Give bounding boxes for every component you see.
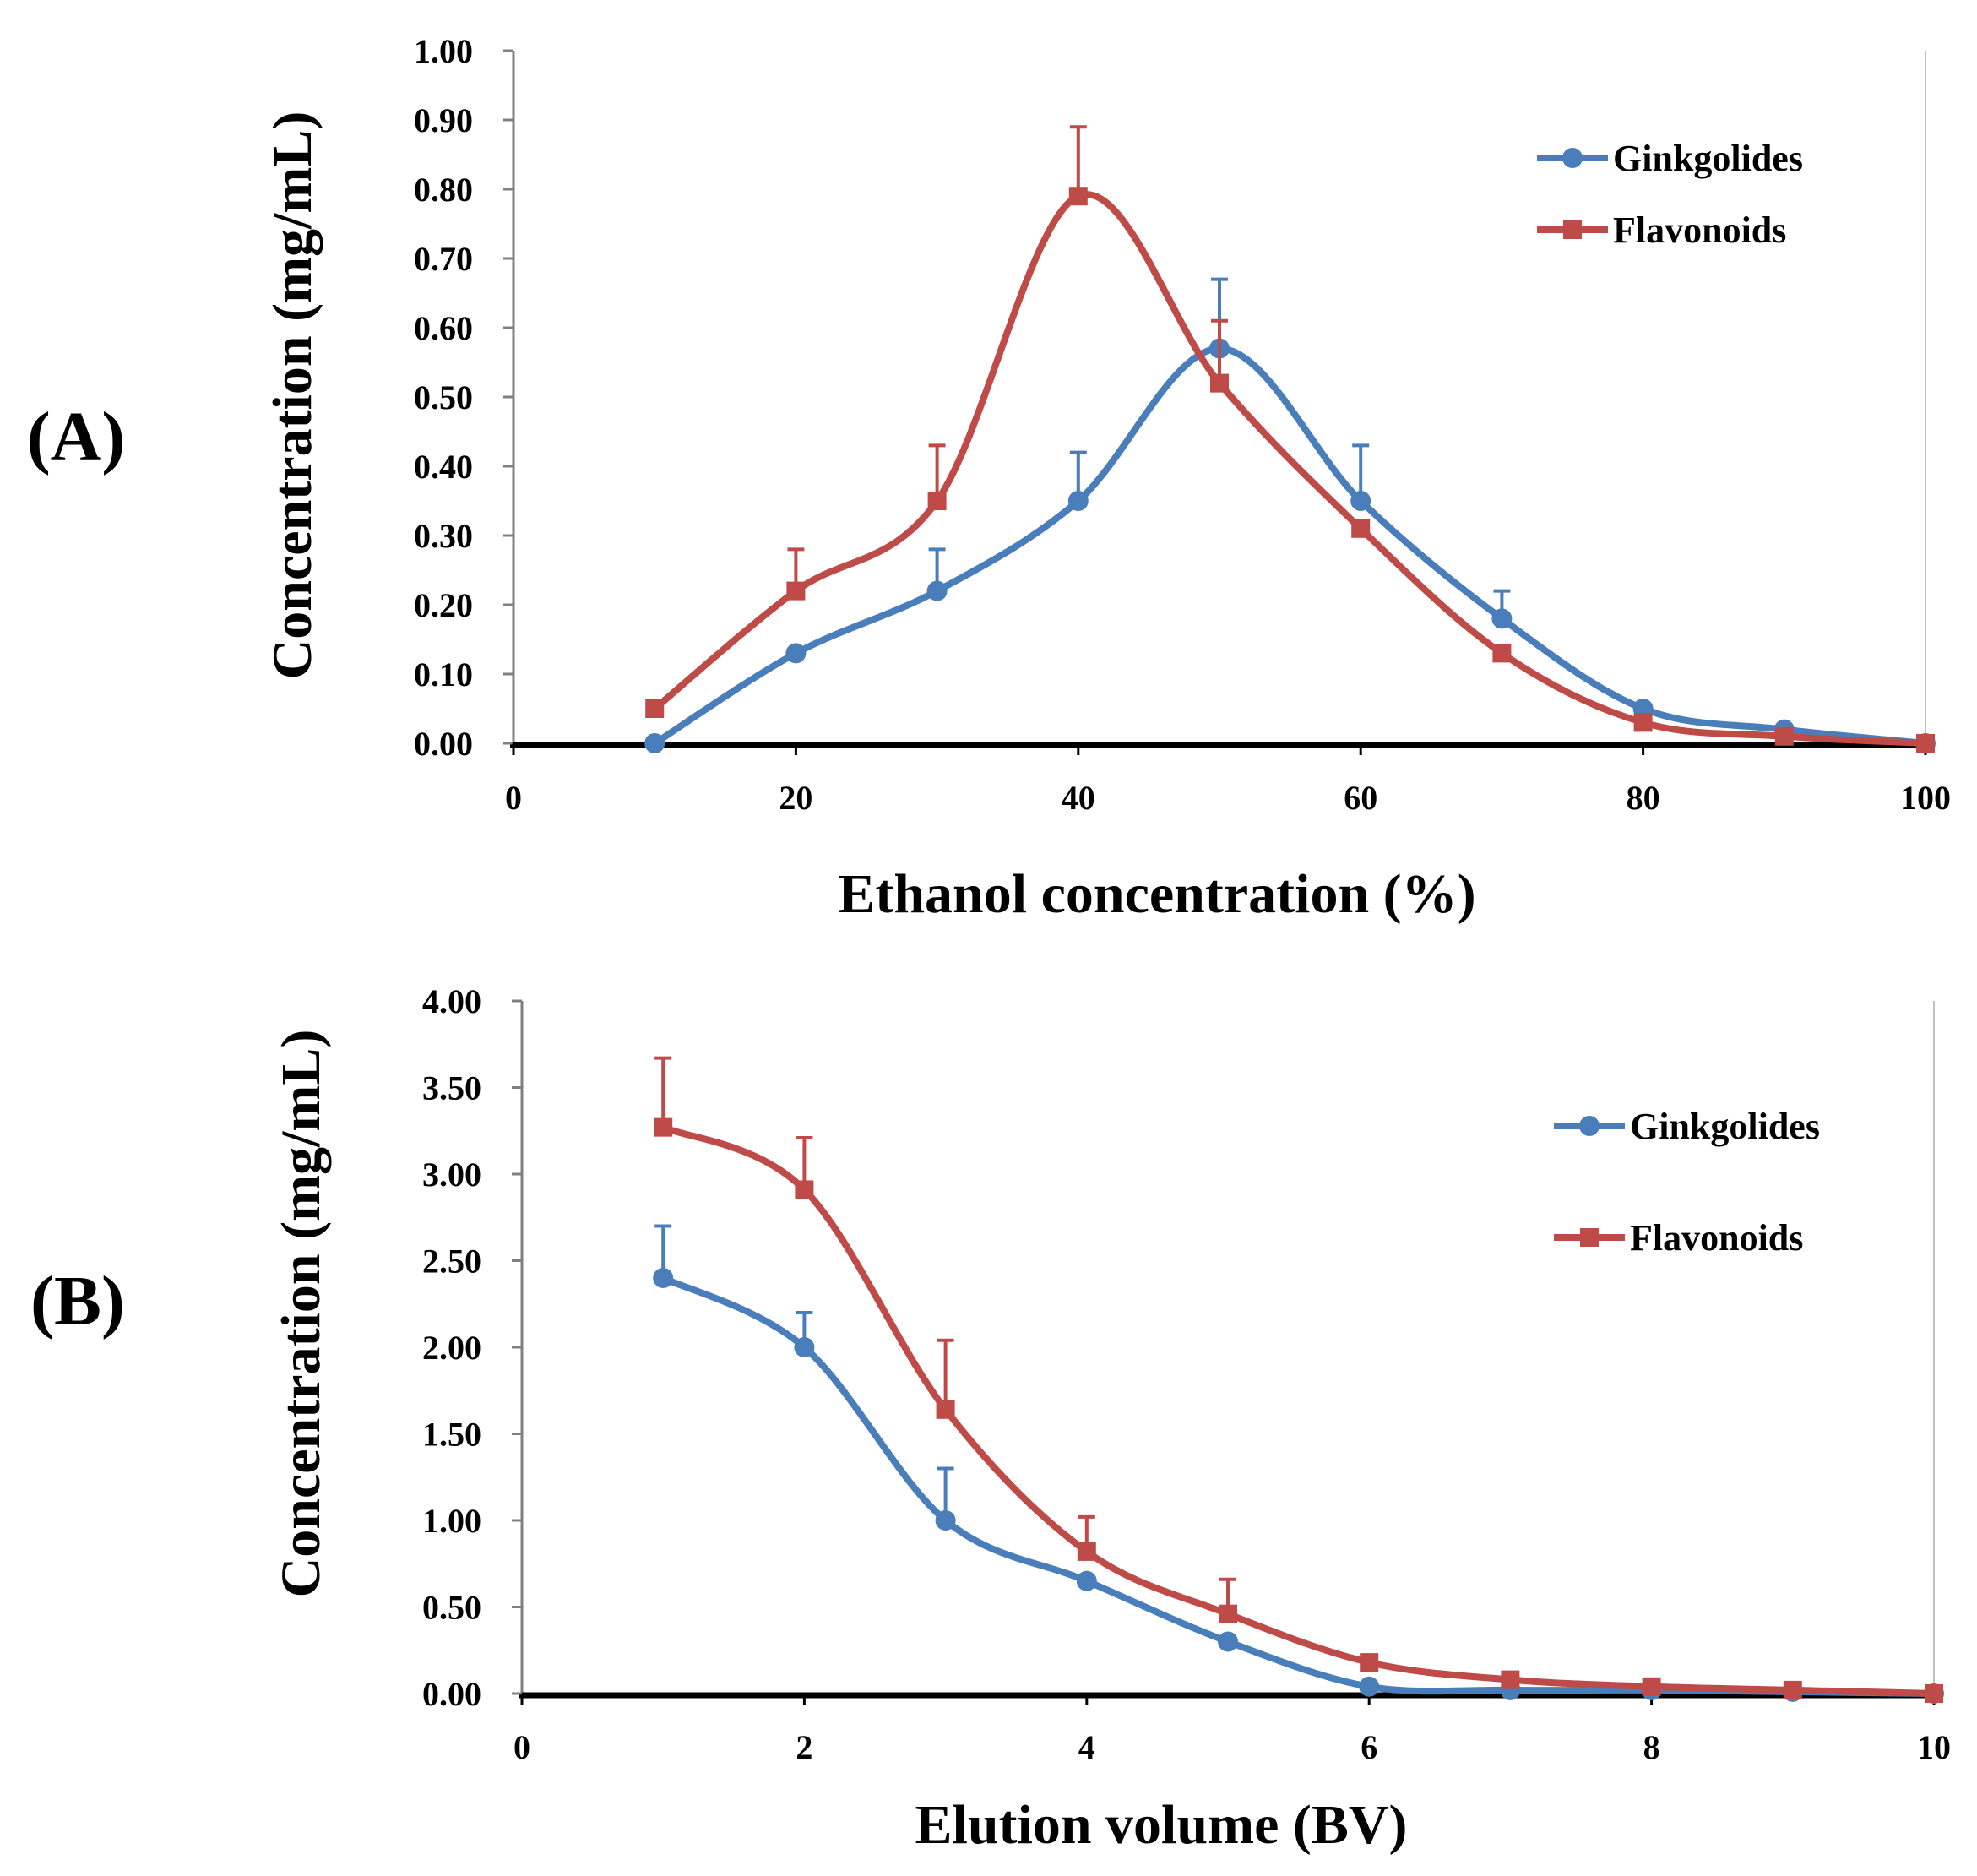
panel-label-a: (A) [27,398,126,476]
ginkgolides-point [1491,608,1513,629]
y-tick-label: 3.50 [422,1069,481,1107]
ginkgolides-point [1076,1570,1097,1591]
x-tick-label: 40 [1062,779,1095,817]
ginkgolides-point [653,1268,674,1288]
flavonoids-point [1210,373,1229,393]
plot-area-a: 0.00 0.10 0.20 0.30 0.40 0.50 0.60 0.70 0.80 0.90… [414,32,1951,817]
ginkgolides-line [651,345,1929,747]
y-tick-label: 0.30 [414,517,473,555]
y-tick-label: 3.00 [422,1156,481,1194]
chart-panel-a: (A) Concentration (mg/mL) Ethanol concen… [27,32,1951,925]
y-tick-label: 1.50 [422,1416,481,1454]
ginkgolides-point [926,580,948,601]
flavonoids-point [1642,1677,1661,1696]
flavonoids-point [1633,713,1653,732]
flavonoids-point [1077,1542,1096,1561]
chart-panel-b: (B) Concentration (mg/mL) Elution volume… [30,982,1951,1856]
y-tick-label: 2.50 [422,1243,481,1281]
flavonoids-point [1351,519,1371,538]
ginkgolides-point [935,1510,956,1531]
x-tick-label: 8 [1643,1728,1660,1766]
y-tick-label: 0.00 [422,1675,481,1713]
y-tick-label: 1.00 [422,1502,481,1540]
ginkgolides-point [1067,491,1089,511]
y-tick-label: 0.50 [414,378,473,416]
flavonoids-line [651,191,1929,747]
legend-label-ginkgolides: Ginkgolides [1630,1106,1820,1147]
flavonoids-point [1916,734,1935,753]
x-tick-label: 4 [1078,1728,1095,1766]
x-tick-label: 0 [513,1728,530,1766]
flavonoids-point [1360,1653,1379,1672]
flavonoids-line [660,1123,1937,1697]
legend-marker-ginkgolides [1562,148,1583,168]
legend-marker-flavonoids [1563,220,1582,239]
x-tick-label: 6 [1361,1728,1377,1766]
y-tick-label: 0.70 [414,240,473,278]
ginkgolides-point [785,643,807,664]
legend-marker-flavonoids [1580,1228,1599,1247]
legend-label-ginkgolides: Ginkgolides [1613,138,1803,179]
y-tick-label: 0.50 [422,1589,481,1627]
x-tick-label: 10 [1917,1728,1951,1766]
x-tick-label: 2 [796,1728,812,1766]
x-tick-label: 80 [1627,779,1660,817]
legend-label-flavonoids: Flavonoids [1613,209,1786,251]
flavonoids-point [1219,1604,1237,1623]
ginkgolides-point [1359,1676,1380,1697]
flavonoids-point [786,581,806,601]
legend-label-flavonoids: Flavonoids [1630,1217,1803,1259]
y-tick-label: 0.90 [414,101,473,139]
flavonoids-point [1068,187,1088,206]
x-tick-label: 100 [1900,779,1951,817]
x-tick-label: 60 [1344,779,1377,817]
y-tick-label: 0.60 [414,309,473,347]
flavonoids-point [654,1117,673,1137]
y-axis-label-a: Concentration (mg/mL) [262,111,323,680]
x-axis-label-b: Elution volume (BV) [915,1794,1407,1856]
panel-label-b: (B) [30,1262,125,1340]
y-axis-label-b: Concentration (mg/mL) [270,1030,332,1598]
plot-area-b: 0.00 0.50 1.00 1.50 2.00 2.50 3.00 3.50 4.00 0 2 4 6… [422,982,1951,1766]
flavonoids-point [936,1400,955,1419]
y-tick-label: 0.20 [414,586,473,624]
flavonoids-point [795,1180,814,1199]
flavonoids-point [1783,1680,1802,1699]
flavonoids-point [645,699,665,718]
flavonoids-point [927,492,947,510]
legend-marker-ginkgolides [1579,1116,1600,1136]
flavonoids-point [1925,1684,1943,1703]
y-tick-label: 0.80 [414,171,473,209]
y-tick-label: 0.10 [414,655,473,693]
flavonoids-point [1492,644,1512,663]
flavonoids-point [1501,1670,1520,1689]
y-tick-label: 4.00 [422,982,481,1020]
y-tick-label: 2.00 [422,1329,481,1367]
y-tick-label: 0.00 [414,725,473,763]
x-axis-label-a: Ethanol concentration (%) [838,863,1475,925]
flavonoids-point [1774,726,1794,746]
y-tick-label: 0.40 [414,448,473,486]
ginkgolides-point [794,1337,815,1357]
ginkgolides-point [1350,491,1371,511]
ginkgolides-point [1218,1631,1238,1652]
x-tick-label: 20 [779,779,812,817]
ginkgolides-point [644,733,665,753]
x-tick-label: 0 [505,779,522,817]
y-tick-label: 1.00 [414,32,473,70]
